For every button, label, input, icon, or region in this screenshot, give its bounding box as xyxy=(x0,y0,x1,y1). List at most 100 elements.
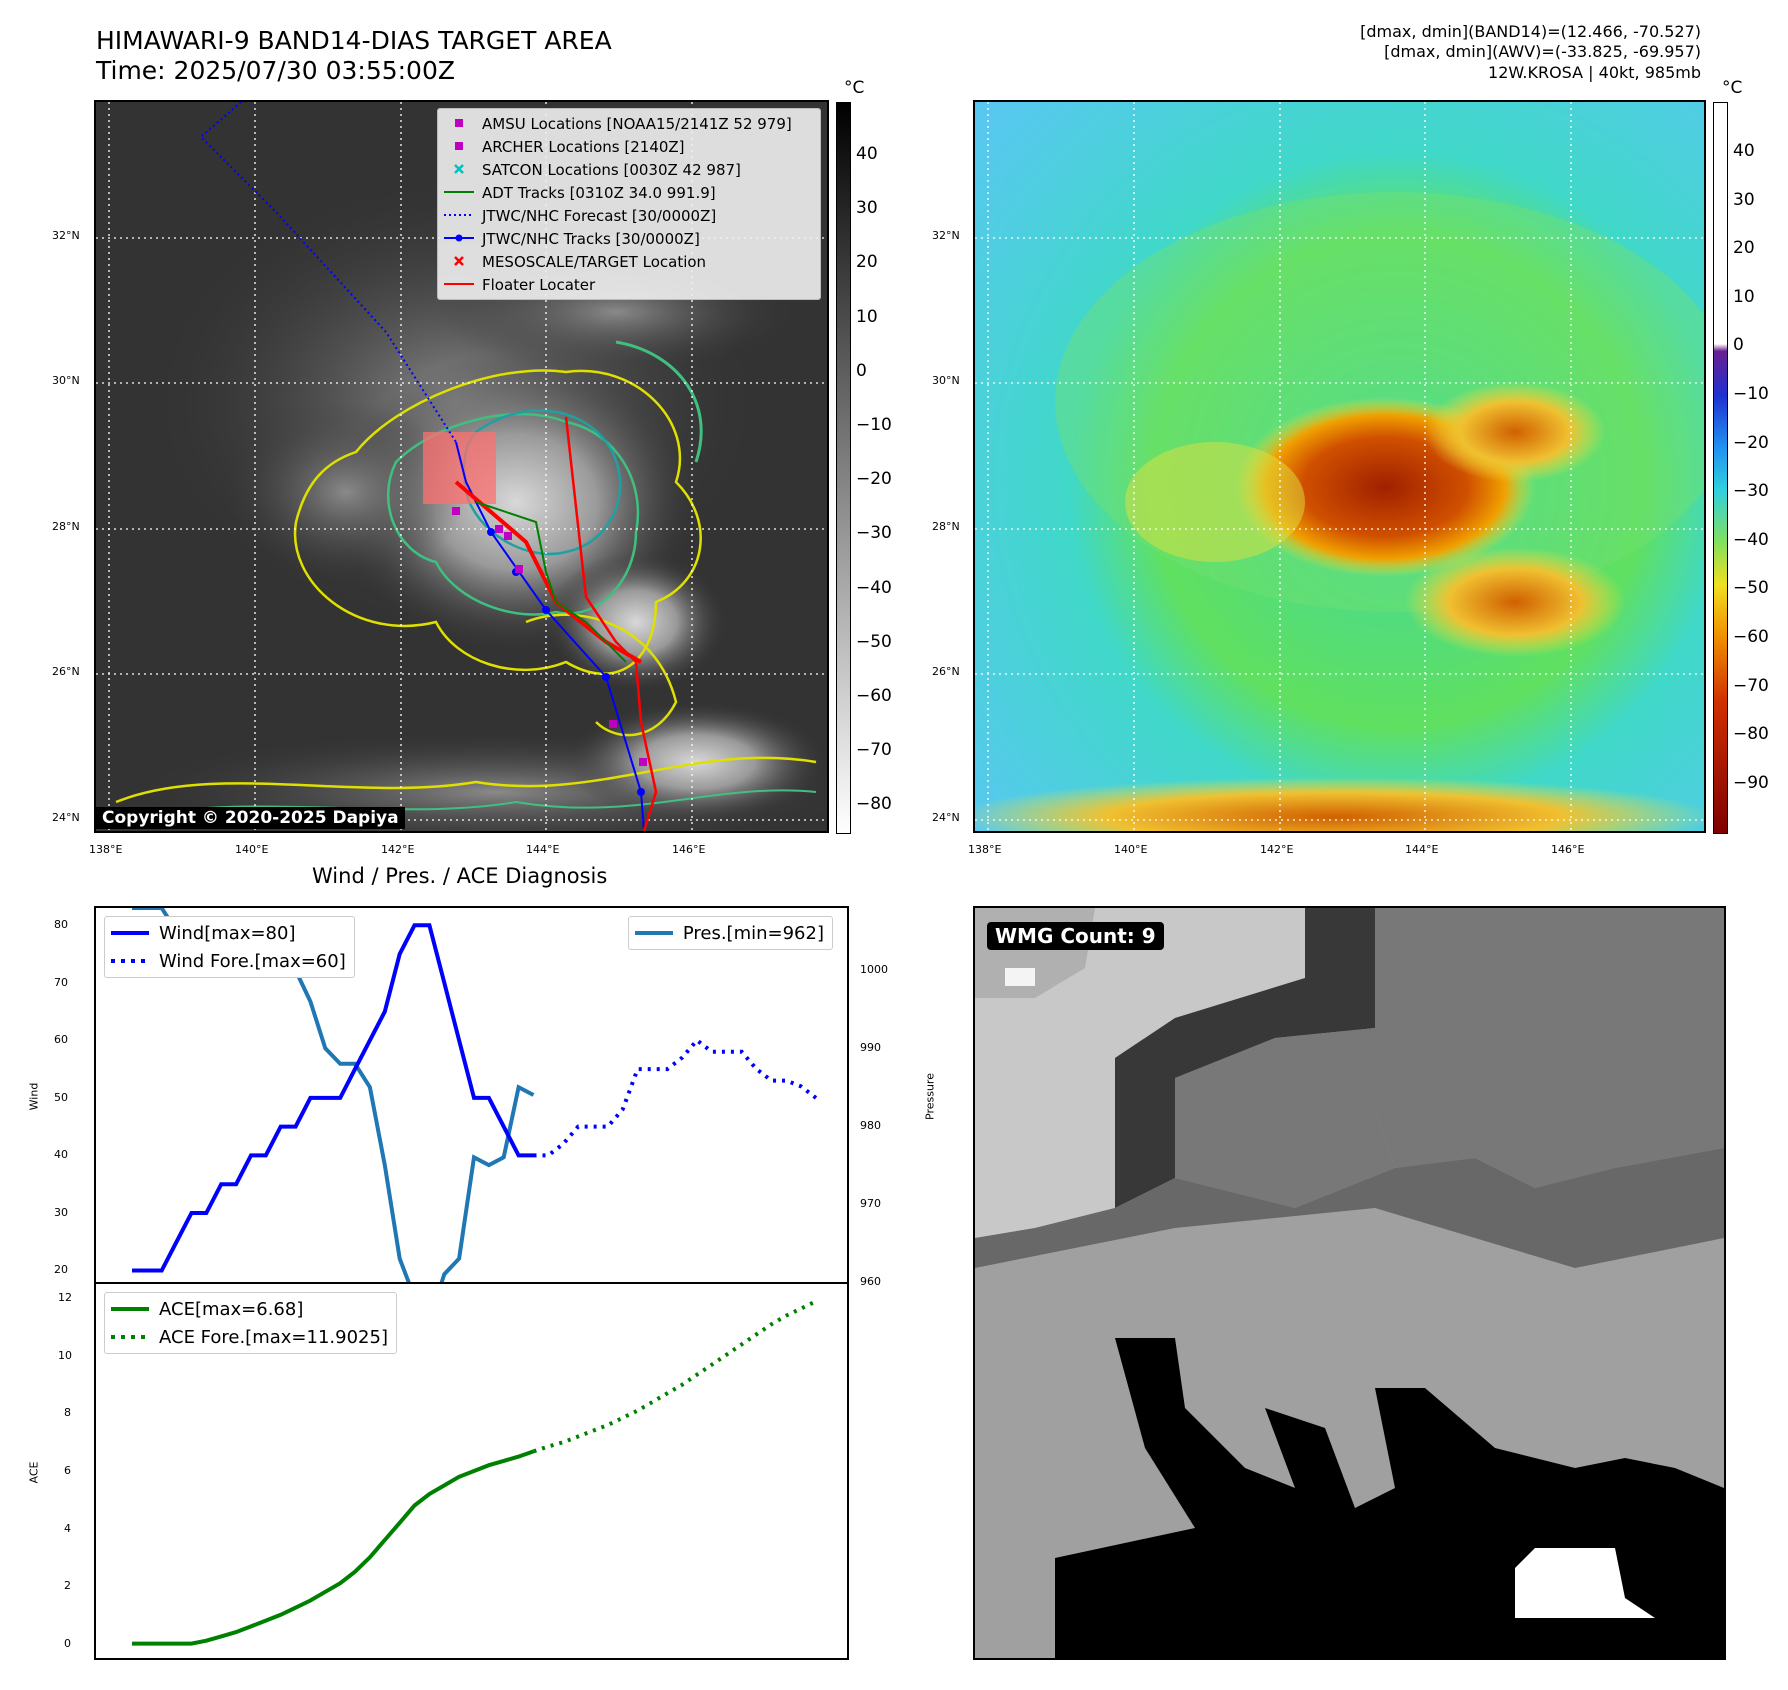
colorbar-left-tick: 40 xyxy=(856,144,878,164)
figure-title: HIMAWARI-9 BAND14-DIAS TARGET AREA xyxy=(96,26,612,55)
lon-label: 144°E xyxy=(1405,843,1439,856)
ir-map-panel: AMSU Locations [NOAA15/2141Z 52 979] ARCH… xyxy=(94,100,829,833)
colorbar-right-tick: −60 xyxy=(1733,627,1769,647)
wind-ylabel: Wind xyxy=(27,1082,41,1111)
line-marker-icon xyxy=(111,1295,149,1323)
plot-legend-entry: ACE Fore.[max=11.9025] xyxy=(105,1323,388,1351)
map-legend-entry: ARCHER Locations [2140Z] xyxy=(438,135,820,158)
info-storm: 12W.KROSA | 40kt, 985mb xyxy=(1488,63,1701,82)
pressure-legend: Pres.[min=962] xyxy=(627,916,833,950)
lat-label: 32°N xyxy=(932,229,960,242)
map-legend-entry: ADT Tracks [0310Z 34.0 991.9] xyxy=(438,181,820,204)
line-marker-icon xyxy=(444,181,474,204)
colorbar-right-tick: 30 xyxy=(1733,189,1755,210)
map-legend-entry: MESOSCALE/TARGET Location xyxy=(438,250,820,273)
colorbar-right-tick: −20 xyxy=(1733,432,1769,453)
lon-label: 138°E xyxy=(968,843,1002,856)
colorbar-left xyxy=(836,102,851,834)
colorbar-left-tick: −50 xyxy=(856,631,892,652)
ace-legend: ACE[max=6.68] ACE Fore.[max=11.9025] xyxy=(104,1292,397,1354)
awv-map-panel xyxy=(973,100,1706,833)
lon-label: 140°E xyxy=(1114,843,1148,856)
line-marker-icon xyxy=(444,273,474,296)
wind-tick: 40 xyxy=(54,1148,68,1162)
ace-tick: 8 xyxy=(64,1406,71,1420)
lat-label: 30°N xyxy=(932,374,960,387)
line-marker-icon xyxy=(111,947,149,975)
pressure-ylabel: Pressure xyxy=(923,1073,937,1120)
diagnosis-title: Wind / Pres. / ACE Diagnosis xyxy=(312,864,608,888)
wind-series-line xyxy=(132,923,534,1273)
plot-legend-label: Wind[max=80] xyxy=(159,922,296,944)
lon-label: 146°E xyxy=(672,843,706,856)
wind-tick: 70 xyxy=(54,975,68,989)
map-legend-entry: JTWC/NHC Tracks [30/0000Z] xyxy=(438,227,820,250)
colorbar-right-tick: −10 xyxy=(1733,384,1769,404)
plot-legend-entry: Pres.[min=962] xyxy=(629,919,824,947)
info-band14: [dmax, dmin](BAND14)=(12.466, -70.527) xyxy=(1360,22,1701,41)
colorbar-right-tick: −90 xyxy=(1733,772,1769,793)
ace-tick: 12 xyxy=(58,1291,72,1305)
colorbar-left-tick: 0 xyxy=(856,360,867,381)
wind-forecast-series-line xyxy=(533,1037,818,1158)
copyright-badge: Copyright © 2020-2025 Dapiya xyxy=(96,807,405,829)
lon-label: 138°E xyxy=(89,843,123,856)
ace-tick: 2 xyxy=(64,1579,71,1593)
colorbar-right-tick: −40 xyxy=(1733,529,1769,550)
colorbar-right-tick: 20 xyxy=(1733,238,1755,259)
line-marker-icon xyxy=(444,227,474,250)
figure-time: Time: 2025/07/30 03:55:00Z xyxy=(96,56,455,85)
ace-tick: 6 xyxy=(64,1464,71,1477)
wind-tick: 30 xyxy=(54,1205,68,1219)
lat-label: 28°N xyxy=(932,520,960,533)
wind-tick: 60 xyxy=(54,1033,68,1047)
plot-legend-label: Pres.[min=962] xyxy=(682,922,824,944)
square-marker-icon xyxy=(444,135,474,158)
pressure-tick: 970 xyxy=(860,1197,881,1211)
wind-tick: 80 xyxy=(54,918,68,932)
x-marker-icon xyxy=(444,250,474,273)
colorbar-left-tick: −10 xyxy=(856,415,892,435)
colorbar-left-unit: °C xyxy=(844,78,865,98)
plot-legend-label: Wind Fore.[max=60] xyxy=(159,950,346,972)
lat-label: 28°N xyxy=(52,520,80,533)
pressure-tick: 990 xyxy=(860,1041,881,1055)
awv-map-imagery xyxy=(975,102,1704,831)
colorbar-left-tick: −40 xyxy=(856,577,892,598)
colorbar-right-tick: 40 xyxy=(1733,141,1755,161)
colorbar-left-tick: 10 xyxy=(856,306,878,327)
pressure-tick: 1000 xyxy=(860,963,888,977)
line-marker-icon xyxy=(634,919,673,947)
colorbar-right-tick: −30 xyxy=(1733,481,1769,502)
plot-legend-entry: Wind[max=80] xyxy=(105,919,346,947)
ace-tick: 10 xyxy=(58,1348,72,1362)
wmg-panel: WMG Count: 9 xyxy=(973,906,1726,1660)
ace-ylabel: ACE xyxy=(27,1461,41,1484)
colorbar-left-tick: −80 xyxy=(856,794,892,815)
line-marker-icon xyxy=(444,204,474,227)
lat-label: 30°N xyxy=(52,374,80,387)
map-legend-label: SATCON Locations [0030Z 42 987] xyxy=(482,160,741,179)
map-legend-label: ADT Tracks [0310Z 34.0 991.9] xyxy=(482,183,716,202)
wind-tick: 20 xyxy=(54,1263,68,1277)
map-legend-entry: JTWC/NHC Forecast [30/0000Z] xyxy=(438,204,820,227)
wmg-count-badge: WMG Count: 9 xyxy=(987,922,1164,950)
colorbar-left-tick: −30 xyxy=(856,523,892,544)
ace-series-line xyxy=(132,1449,535,1646)
info-awv: [dmax, dmin](AWV)=(-33.825, -69.957) xyxy=(1384,42,1701,61)
lon-label: 140°E xyxy=(235,843,269,856)
map-legend-label: JTWC/NHC Tracks [30/0000Z] xyxy=(482,229,700,248)
map-legend-entry: Floater Locater xyxy=(438,273,820,296)
colorbar-right-tick: −50 xyxy=(1733,578,1769,599)
plot-legend-label: ACE Fore.[max=11.9025] xyxy=(159,1326,388,1348)
ace-tick: 4 xyxy=(64,1521,71,1535)
lon-label: 142°E xyxy=(381,843,415,856)
map-legend-label: AMSU Locations [NOAA15/2141Z 52 979] xyxy=(482,114,792,133)
x-marker-icon xyxy=(444,158,474,181)
plot-legend-entry: ACE[max=6.68] xyxy=(105,1295,388,1323)
plot-legend-label: ACE[max=6.68] xyxy=(159,1298,304,1320)
ace-tick: 0 xyxy=(64,1636,71,1650)
colorbar-left-tick: −60 xyxy=(856,686,892,706)
ace-forecast-series-line xyxy=(532,1299,817,1454)
colorbar-left-tick: −70 xyxy=(856,740,892,761)
